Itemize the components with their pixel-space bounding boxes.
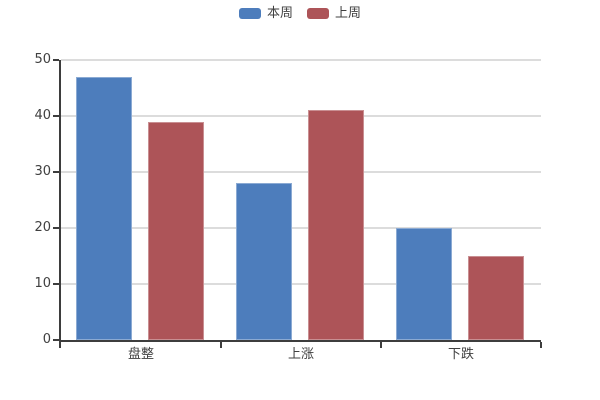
y-axis-tick (53, 339, 59, 341)
bar-layer (61, 60, 541, 340)
x-axis-category-label: 盘整 (127, 347, 154, 362)
x-axis-category-label: 下跌 (447, 347, 474, 362)
legend-swatch-icon (238, 8, 261, 19)
y-axis-tick-label: 20 (34, 220, 51, 235)
legend: 本周 上周 (0, 7, 600, 20)
axis-tick-layer (53, 59, 542, 348)
x-axis-labels: 盘整 上涨 下跌 (61, 347, 541, 367)
y-axis-tick (53, 59, 59, 61)
y-axis-tick (53, 283, 59, 285)
plot-area (53, 59, 542, 348)
x-axis-tick (220, 342, 222, 348)
bar (236, 183, 292, 340)
x-axis-tick (380, 342, 382, 348)
x-axis-tick (540, 342, 542, 348)
legend-label: 上周 (335, 6, 362, 21)
legend-swatch-icon (307, 8, 329, 19)
y-axis-tick-label: 50 (34, 52, 51, 67)
grid-layer (61, 59, 541, 340)
y-axis-tick-label: 10 (34, 276, 51, 291)
legend-item[interactable]: 上周 (307, 7, 361, 20)
gridline (61, 59, 541, 61)
legend-item[interactable]: 本周 (238, 6, 293, 21)
gridline (61, 283, 541, 285)
bar (396, 228, 452, 340)
legend-label: 本周 (266, 6, 293, 21)
bar (308, 110, 364, 340)
bar (148, 121, 204, 340)
y-axis-tick (53, 227, 59, 229)
x-axis-tick (59, 342, 61, 348)
bar (76, 76, 132, 340)
y-axis-tick (53, 115, 59, 117)
y-axis-tick-label: 40 (34, 108, 51, 123)
gridline (61, 227, 541, 229)
bar (468, 256, 524, 340)
y-axis-tick-label: 30 (34, 164, 51, 179)
gridline (61, 171, 541, 173)
gridline (61, 115, 541, 117)
y-axis-tick-label: 0 (42, 332, 51, 347)
y-axis-tick (53, 171, 59, 173)
y-axis-labels: 0 10 20 30 40 50 (0, 52, 51, 347)
x-axis-category-label: 上涨 (287, 347, 314, 362)
